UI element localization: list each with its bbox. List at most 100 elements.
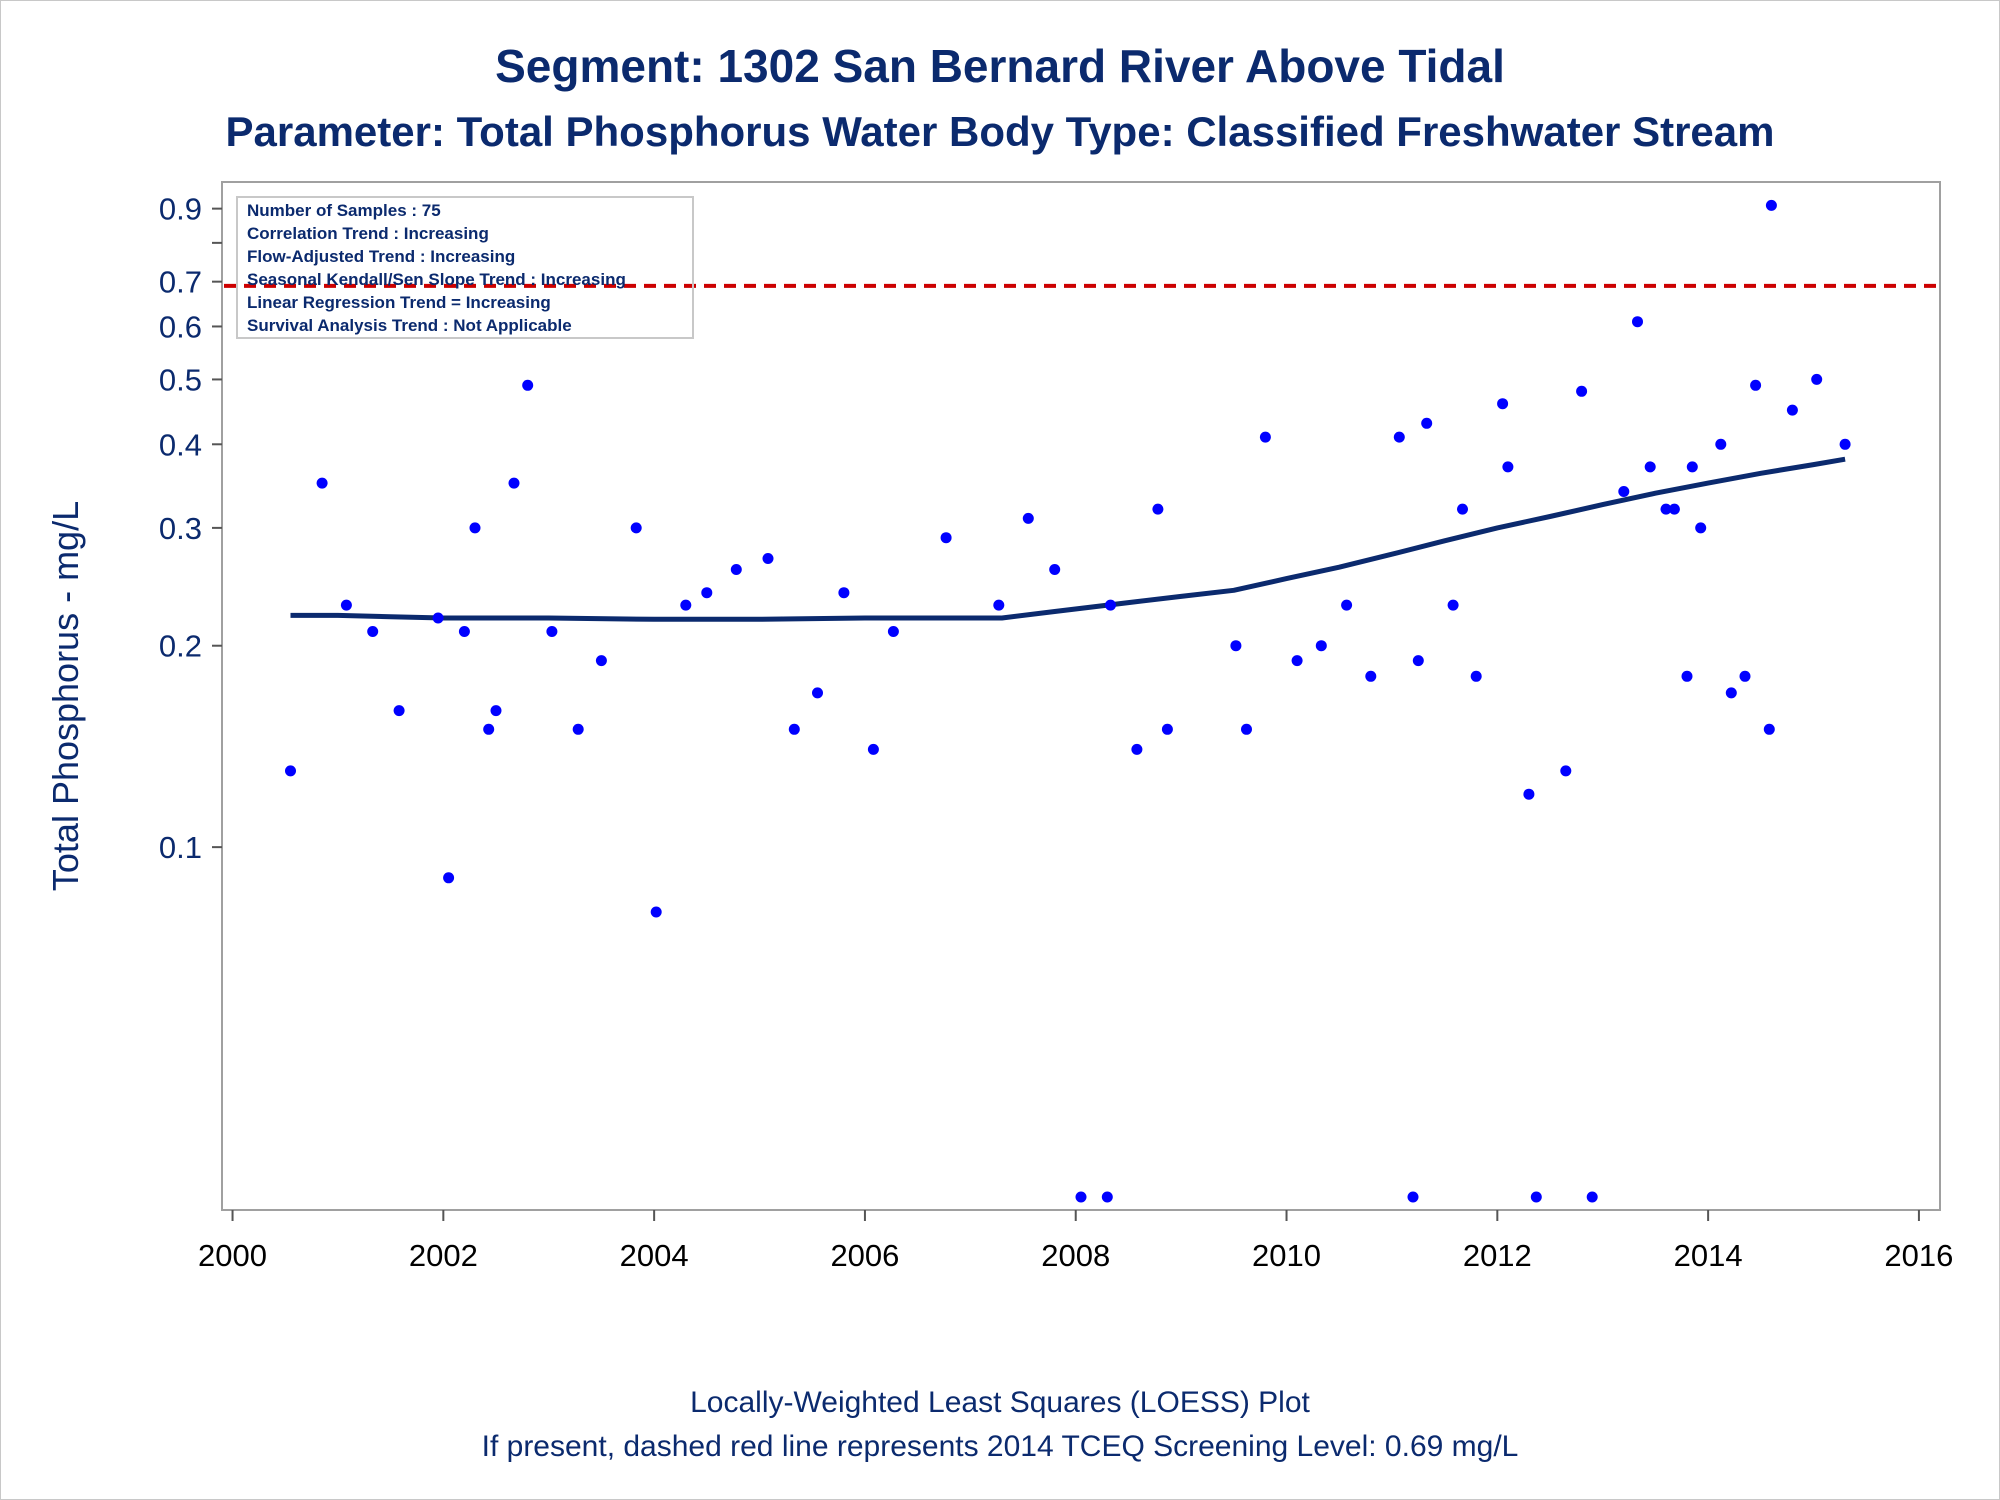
data-point (1765, 199, 1777, 211)
data-point (1660, 503, 1672, 515)
data-point (762, 553, 774, 564)
data-point (1470, 670, 1482, 682)
data-point (867, 743, 879, 755)
stats-line-linear-regression: Linear Regression Trend = Increasing (247, 293, 551, 312)
y-tick-label: 0.9 (159, 192, 202, 227)
data-point (701, 587, 713, 599)
data-point (1230, 640, 1242, 652)
y-tick-label: 0.3 (159, 511, 202, 546)
data-point (1530, 1191, 1542, 1203)
x-tick-label: 2016 (1884, 1238, 1953, 1273)
data-point (1502, 461, 1514, 473)
data-point (993, 599, 1005, 611)
data-point (1105, 599, 1116, 611)
y-tick-label: 0.4 (159, 427, 202, 462)
data-point (572, 723, 584, 735)
data-point (1365, 670, 1377, 682)
y-tick-label: 0.1 (159, 830, 202, 865)
y-axis: 0.1 0.2 0.3 0.4 0.5 0.6 0.7 0.9 (159, 192, 222, 865)
data-point (812, 687, 823, 699)
data-point (1161, 723, 1173, 735)
data-point (1618, 486, 1630, 497)
loess-trend-line (290, 456, 1846, 622)
data-point (1644, 461, 1656, 473)
data-point (393, 705, 405, 717)
data-point (546, 626, 558, 637)
x-tick-label: 2012 (1463, 1238, 1532, 1273)
data-point (887, 626, 899, 637)
y-tick-label: 0.2 (159, 629, 202, 664)
stats-line-flow-adjusted: Flow-Adjusted Trend : Increasing (247, 247, 515, 266)
data-point (630, 522, 642, 534)
data-point (838, 587, 850, 599)
data-point (1291, 655, 1303, 667)
data-point (1022, 512, 1034, 524)
footnote-screening-level: If present, dashed red line represents 2… (482, 1430, 1519, 1463)
x-tick-label: 2002 (409, 1238, 478, 1273)
footnote-loess: Locally-Weighted Least Squares (LOESS) P… (690, 1386, 1310, 1419)
data-point (1695, 522, 1707, 534)
data-point (1241, 723, 1252, 735)
data-point (1101, 1191, 1113, 1203)
data-point (508, 477, 520, 489)
data-point (680, 599, 692, 611)
data-point (367, 626, 379, 637)
x-tick-label: 2014 (1674, 1238, 1743, 1273)
data-point (1632, 316, 1643, 328)
data-point (1131, 743, 1143, 755)
data-point (595, 655, 607, 667)
data-point (1457, 503, 1468, 515)
data-point (940, 532, 952, 544)
y-axis-label: Total Phosphorus - mg/L (45, 501, 86, 891)
x-axis: 2000 2002 2004 2006 2008 2010 2012 2014 2016 (198, 1210, 1953, 1273)
x-tick-label: 2010 (1252, 1238, 1321, 1273)
data-point (1152, 503, 1164, 515)
data-point (1447, 599, 1459, 611)
x-tick-label: 2006 (830, 1238, 899, 1273)
data-point (522, 379, 534, 391)
data-point (1341, 599, 1353, 611)
data-point (1586, 1191, 1598, 1203)
chart-subtitle: Parameter: Total Phosphorus Water Body T… (226, 108, 1775, 155)
x-tick-label: 2004 (620, 1238, 689, 1273)
plot-area (221, 181, 1941, 1211)
data-point (1049, 564, 1061, 575)
data-point (1839, 438, 1851, 450)
data-point (1681, 670, 1693, 682)
x-tick-label: 2000 (198, 1238, 267, 1273)
data-point (1725, 687, 1737, 699)
data-point (1576, 385, 1588, 397)
data-point (1075, 1191, 1087, 1203)
stats-box-border (236, 196, 694, 339)
data-point (650, 906, 662, 918)
data-point (1523, 788, 1535, 800)
y-tick-label: 0.7 (159, 265, 202, 300)
data-points (285, 199, 1851, 1203)
data-point (443, 872, 455, 884)
data-point (1560, 765, 1572, 777)
data-point (1497, 398, 1509, 410)
data-point (1739, 670, 1751, 682)
data-point (788, 723, 800, 735)
data-point (1686, 461, 1698, 473)
data-point (1811, 373, 1823, 385)
chart-title: Segment: 1302 San Bernard River Above Ti… (495, 40, 1505, 92)
data-point (483, 723, 495, 735)
x-tick-label: 2008 (1041, 1238, 1110, 1273)
data-point (1315, 640, 1327, 652)
stats-line-samples: Number of Samples : 75 (247, 201, 441, 220)
data-point (340, 599, 352, 611)
data-point (432, 612, 444, 624)
data-point (1715, 438, 1727, 450)
data-point (1421, 417, 1433, 429)
stats-line-seasonal-kendall: Seasonal Kendall/Sen Slope Trend : Incre… (247, 270, 626, 289)
data-point (1259, 431, 1271, 443)
data-point (490, 705, 502, 717)
data-point (316, 477, 328, 489)
data-point (469, 522, 481, 534)
data-point (730, 564, 742, 575)
data-point (1668, 503, 1680, 515)
data-point (1407, 1191, 1419, 1203)
